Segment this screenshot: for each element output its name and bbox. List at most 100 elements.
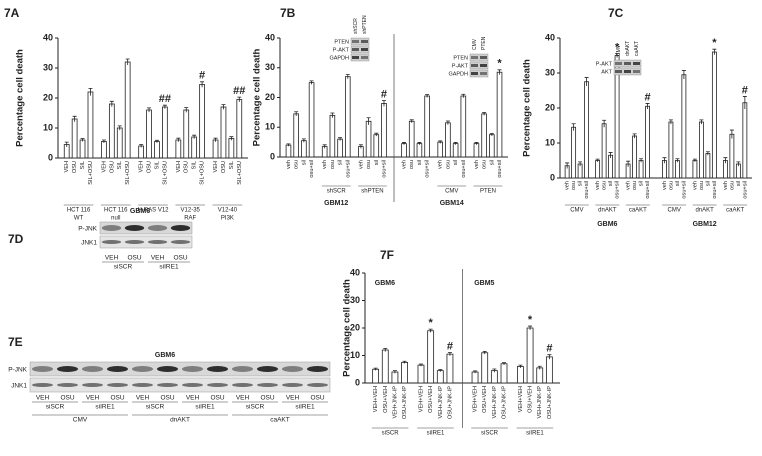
error-bar	[374, 132, 379, 137]
inset-row-label: PTEN	[334, 39, 349, 45]
error-bar	[632, 133, 637, 139]
blot-title: GBM6	[130, 208, 150, 215]
bar	[138, 145, 144, 159]
category-label: SIL+OSU	[162, 161, 168, 185]
blot-band	[170, 225, 191, 231]
bar	[344, 76, 351, 158]
bar	[424, 95, 430, 158]
error-bar	[64, 141, 69, 147]
bar	[571, 126, 577, 179]
error-bar	[518, 364, 523, 368]
error-bar	[373, 367, 378, 371]
y-tick-label: 20	[545, 102, 555, 112]
blot-band	[170, 240, 191, 244]
category-label: SIL	[229, 161, 235, 169]
blot-band	[132, 366, 153, 372]
error-bar	[221, 104, 226, 110]
bar	[446, 353, 454, 384]
error-bar	[489, 133, 494, 136]
bar	[445, 122, 451, 158]
group-label: V12-40	[218, 208, 238, 214]
y-axis-label: Percentage cell death	[522, 59, 533, 157]
category-label: veh	[595, 181, 601, 190]
inset-band	[633, 62, 640, 65]
blot-band	[107, 366, 128, 372]
blot-strip	[29, 361, 331, 377]
category-label: sil	[675, 181, 681, 186]
group-label: dnAKT	[170, 417, 190, 424]
bar	[729, 133, 735, 179]
category-label: osu+sil	[461, 160, 467, 178]
blot-band	[257, 383, 278, 387]
significance-mark: #	[199, 70, 205, 82]
group-label: dnAKT	[695, 208, 714, 214]
category-label: veh	[401, 160, 407, 169]
category-label: OSU	[147, 161, 153, 173]
error-bar	[322, 144, 327, 149]
category-label: sil	[453, 160, 459, 165]
group-label: HCT 116	[104, 208, 128, 214]
bar	[293, 113, 299, 158]
category-label: osu+sil	[645, 181, 651, 199]
bar	[500, 363, 508, 384]
bar	[373, 134, 380, 158]
category-label: veh	[358, 160, 364, 169]
bar	[417, 364, 425, 384]
error-bar	[338, 137, 343, 141]
group-label: caAKT	[726, 208, 744, 214]
bar	[705, 153, 711, 179]
bar	[536, 367, 544, 384]
bar	[437, 141, 444, 158]
category-label: OSU	[109, 161, 115, 173]
bar	[337, 138, 343, 158]
category-label: SIL	[80, 161, 86, 169]
inset-band	[624, 70, 631, 73]
inset-blot	[469, 69, 489, 78]
bar	[526, 327, 534, 384]
category-label: sil	[417, 160, 423, 165]
category-label: osu	[632, 181, 638, 190]
category-label: veh	[662, 181, 668, 190]
lane-label: VEH	[236, 395, 250, 402]
y-tick-label: 0	[270, 151, 275, 161]
inset-band	[480, 64, 487, 67]
blot-strip	[99, 221, 193, 235]
error-bar	[492, 368, 497, 373]
lane-label: OSU	[210, 395, 224, 402]
bar	[220, 106, 227, 159]
bar	[692, 160, 698, 179]
blot-row-label: JNK1	[11, 383, 27, 390]
y-tick-label: 40	[43, 32, 53, 42]
inset-row-label: GAPDH	[329, 55, 349, 61]
group-label: CMV	[667, 208, 680, 214]
inset-column-label: shPTEN	[362, 15, 368, 34]
inset-column-label: shSCR	[353, 18, 359, 34]
category-label: osu	[330, 160, 336, 169]
error-bar	[438, 369, 443, 372]
group-label: WT	[74, 216, 84, 222]
error-bar	[668, 119, 673, 125]
inset-row-label: P-AKT	[452, 63, 469, 69]
inset-blot	[469, 53, 489, 62]
group-label: siIRE1	[526, 431, 544, 437]
bar	[381, 103, 387, 158]
y-axis-label: Percentage cell death	[342, 279, 353, 377]
group-label: siSCR	[382, 431, 400, 437]
significance-mark: ##	[159, 93, 171, 105]
error-bar	[608, 152, 613, 159]
blot-band	[101, 225, 122, 231]
group-label: null	[111, 216, 120, 222]
error-bar	[729, 129, 734, 139]
lane-label: OSU	[127, 255, 141, 262]
blot-band	[307, 366, 328, 372]
blot-band	[282, 366, 303, 372]
blot-band	[157, 383, 178, 387]
inset-column-label: dnAKT	[625, 41, 631, 56]
group-label: PTEN	[480, 189, 496, 195]
inset-band	[352, 48, 359, 51]
error-bar	[200, 81, 205, 88]
bar	[191, 136, 198, 159]
error-bar	[417, 142, 422, 145]
y-tick-label: 20	[350, 322, 360, 332]
error-bar	[742, 96, 747, 110]
